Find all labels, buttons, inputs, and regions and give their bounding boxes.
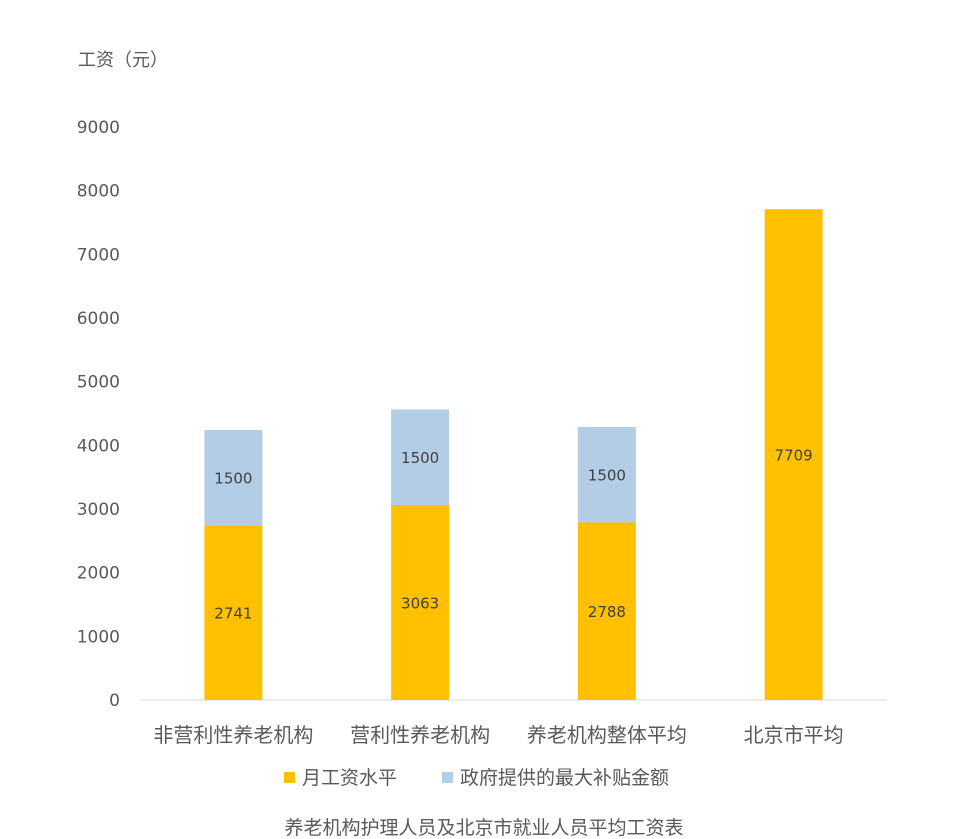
y-tick-label: 3000	[77, 500, 120, 520]
x-category-label: 北京市平均	[744, 723, 844, 747]
bar-segment	[391, 409, 450, 505]
bar-segment	[391, 504, 450, 700]
data-label: 7709	[775, 447, 813, 465]
y-tick-label: 5000	[77, 373, 120, 393]
y-tick-label: 6000	[77, 309, 120, 329]
data-label: 1500	[401, 449, 439, 467]
legend-swatch	[284, 772, 295, 783]
chart-caption: 养老机构护理人员及北京市就业人员平均工资表	[284, 817, 683, 839]
x-category-label: 非营利性养老机构	[153, 723, 313, 747]
y-tick-label: 2000	[77, 564, 120, 584]
x-category-labels: 非营利性养老机构 营利性养老机构 养老机构整体平均 北京市平均	[153, 723, 843, 747]
x-category-label: 养老机构整体平均	[527, 723, 687, 747]
y-tick-labels: 0 1000 2000 3000 4000 5000 6000 7000 8000 9000	[77, 118, 120, 711]
bars: 2741 1500 3063 1500 2788 1500 7709	[204, 209, 823, 700]
y-tick-label: 7000	[77, 245, 120, 265]
legend-label: 政府提供的最大补贴金额	[460, 767, 669, 789]
y-tick-label: 4000	[77, 436, 120, 456]
y-tick-label: 8000	[77, 182, 120, 202]
data-label: 2741	[214, 605, 252, 623]
data-label: 1500	[588, 467, 626, 485]
data-label: 3063	[401, 594, 439, 612]
bar-segment	[764, 209, 823, 700]
bar-segment	[577, 426, 636, 523]
legend-swatch	[442, 772, 453, 783]
y-tick-label: 9000	[77, 118, 120, 138]
bar-segment	[204, 525, 263, 700]
y-axis-label: 工资（元）	[78, 50, 168, 71]
bar-segment	[204, 429, 263, 526]
legend-label: 月工资水平	[302, 767, 397, 789]
y-tick-label: 1000	[77, 627, 120, 647]
bar-segment	[577, 522, 636, 700]
x-category-label: 营利性养老机构	[350, 723, 490, 747]
legend: 月工资水平 政府提供的最大补贴金额	[284, 767, 669, 789]
data-label: 2788	[588, 603, 626, 621]
y-tick-label: 0	[109, 691, 120, 711]
data-label: 1500	[214, 470, 252, 488]
